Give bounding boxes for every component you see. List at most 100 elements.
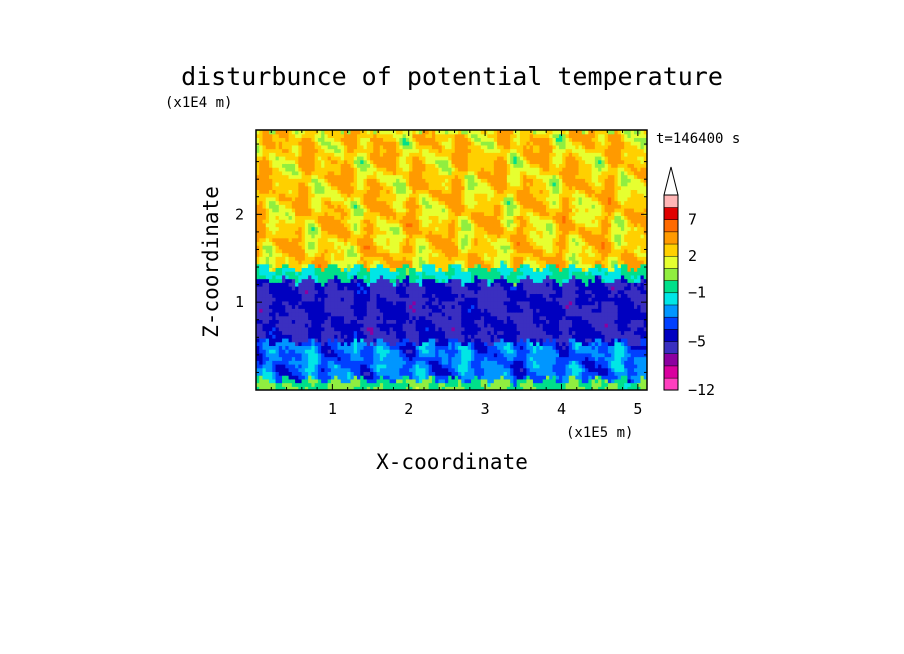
field-cell [405,144,410,150]
field-cell [409,315,413,321]
field-cell [438,382,443,387]
field-cell [464,282,469,287]
field-cell [480,293,485,298]
field-cell [347,222,352,228]
field-cell [272,352,277,358]
field-cell [311,364,316,369]
field-cell [451,167,456,172]
field-cell [477,352,482,358]
field-cell [392,248,397,254]
field-cell [484,289,488,295]
field-cell [412,148,417,153]
field-cell [448,345,453,350]
field-cell [291,156,296,161]
field-cell [347,326,352,332]
field-cell [340,271,345,276]
field-cell [451,144,456,150]
field-cell [389,130,394,135]
field-cell [422,278,427,283]
field-cell [311,245,316,250]
field-cell [389,386,394,390]
field-cell [278,174,283,179]
field-cell [399,334,404,339]
field-cell [298,148,303,153]
field-cell [337,271,342,276]
field-cell [259,170,264,176]
field-cell [301,297,306,302]
field-cell [474,274,479,280]
field-cell [298,252,303,257]
field-cell [291,133,296,139]
field-cell [484,144,488,150]
field-cell [480,230,485,235]
field-cell [347,204,352,209]
field-cell [256,323,260,328]
field-cell [396,193,400,198]
field-cell [278,208,283,213]
field-cell [285,260,290,265]
field-cell [262,256,267,261]
field-cell [304,338,309,343]
field-cell [291,215,296,220]
field-cell [357,367,361,373]
field-cell [448,293,453,298]
field-cell [399,378,404,384]
field-cell [370,352,374,358]
field-cell [428,230,433,235]
field-cell [298,196,303,202]
field-cell [366,219,371,224]
field-cell [370,289,374,295]
field-cell [383,245,387,250]
field-cell [314,241,319,246]
field-cell [304,386,309,390]
field-cell [278,170,283,176]
field-cell [321,215,326,220]
field-cell [337,375,342,380]
field-cell [418,312,423,317]
field-cell [317,200,322,205]
field-cell [327,352,332,358]
field-cell [480,144,485,150]
field-cell [269,308,273,313]
field-cell [441,304,446,309]
field-cell [431,174,436,179]
field-cell [392,141,397,146]
field-cell [357,219,361,224]
field-cell [448,334,453,339]
field-cell [291,141,296,146]
field-cell [415,159,420,165]
field-cell [471,141,475,146]
field-cell [262,308,267,313]
field-cell [256,367,260,373]
field-cell [265,130,270,135]
field-cell [448,352,453,358]
field-cell [383,349,387,354]
field-cell [461,274,466,280]
field-cell [256,315,260,321]
field-cell [480,248,485,254]
field-cell [366,241,371,246]
field-cell [441,252,446,257]
field-cell [317,375,322,380]
field-cell [467,137,472,142]
field-cell [347,315,352,321]
field-cell [487,371,492,376]
field-cell [357,252,361,257]
field-cell [487,386,492,390]
field-cell [402,341,407,347]
field-cell [366,367,371,373]
field-cell [360,297,365,302]
field-cell [321,208,326,213]
field-cell [474,289,479,295]
field-cell [350,319,355,324]
field-cell [418,222,423,228]
field-cell [471,308,475,313]
field-cell [275,338,280,343]
field-cell [415,356,420,361]
field-cell [383,304,387,309]
field-cell [392,293,397,298]
field-cell [308,185,312,191]
field-cell [399,152,404,157]
field-cell [386,278,391,283]
field-cell [409,334,413,339]
